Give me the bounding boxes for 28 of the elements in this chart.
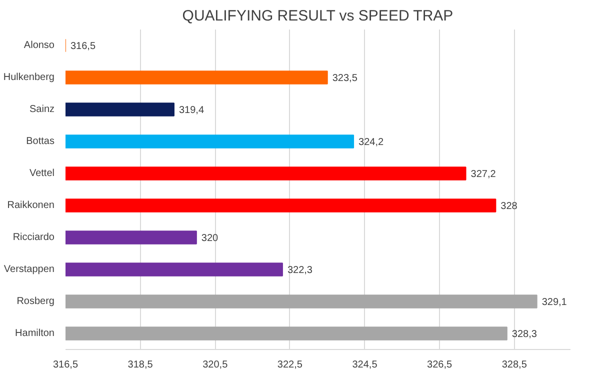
y-tick-label: Ricciardo bbox=[12, 232, 55, 243]
data-label: 316,5 bbox=[70, 41, 96, 52]
data-label: 328 bbox=[500, 201, 518, 212]
y-tick-label: Rosberg bbox=[16, 296, 55, 307]
data-label: 319,4 bbox=[178, 105, 204, 116]
y-tick-label: Verstappen bbox=[4, 264, 55, 275]
x-tick-label: 324,5 bbox=[352, 360, 378, 370]
data-label: 320 bbox=[201, 233, 219, 244]
data-label: 323,5 bbox=[332, 73, 358, 84]
chart-title: QUALIFYING RESULT vs SPEED TRAP bbox=[182, 8, 454, 24]
x-tick-label: 318,5 bbox=[128, 360, 154, 370]
data-label: 328,3 bbox=[512, 329, 538, 340]
y-tick-label: Raikkonen bbox=[7, 200, 55, 211]
x-tick-label: 328,5 bbox=[502, 360, 528, 370]
x-tick-label: 322,5 bbox=[277, 360, 303, 370]
x-tick-label: 316,5 bbox=[52, 360, 78, 370]
data-label: 322,3 bbox=[287, 265, 313, 276]
data-label: 327,2 bbox=[470, 169, 496, 180]
y-tick-label: Bottas bbox=[26, 136, 55, 147]
y-tick-label: Hulkenberg bbox=[3, 72, 55, 83]
x-tick-label: 326,5 bbox=[427, 360, 453, 370]
y-tick-label: Vettel bbox=[29, 168, 55, 179]
y-tick-label: Alonso bbox=[24, 40, 55, 51]
data-label: 324,2 bbox=[358, 137, 384, 148]
data-label: 329,1 bbox=[542, 297, 568, 308]
x-tick-label: 320,5 bbox=[202, 360, 228, 370]
y-tick-label: Sainz bbox=[29, 104, 54, 115]
y-tick-label: Hamilton bbox=[15, 328, 55, 339]
